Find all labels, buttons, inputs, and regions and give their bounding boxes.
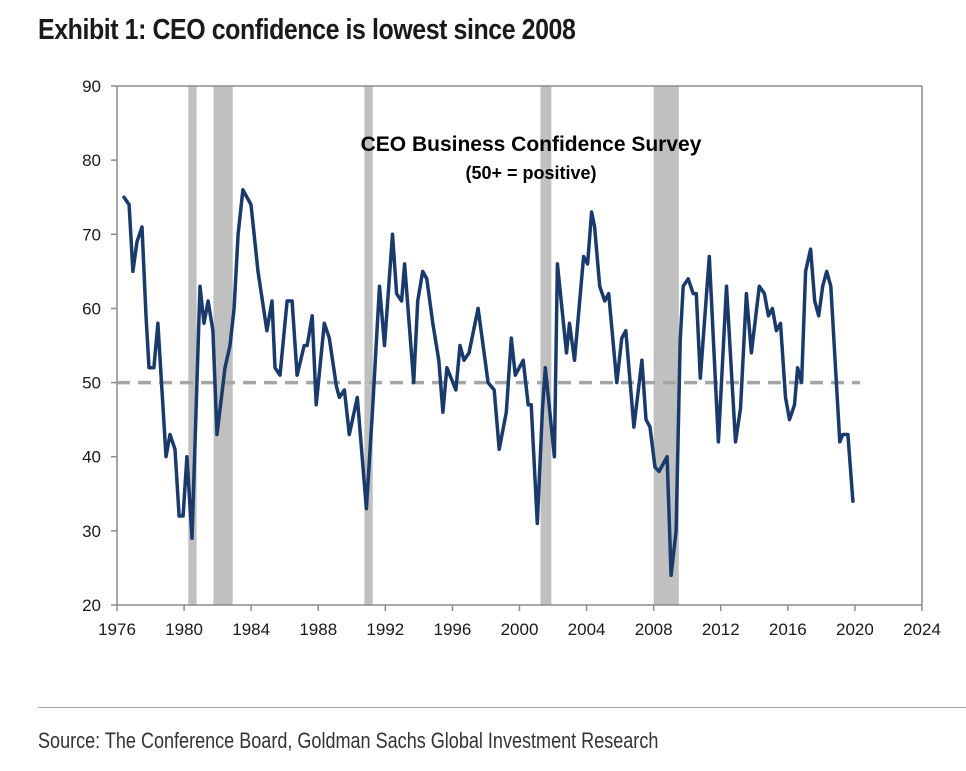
x-tick-label: 1992	[366, 620, 404, 639]
source-note: Source: The Conference Board, Goldman Sa…	[38, 728, 659, 753]
x-tick-label: 2020	[836, 620, 874, 639]
y-tick-label: 60	[82, 299, 101, 318]
y-tick-label: 90	[82, 77, 101, 96]
y-tick-label: 30	[82, 522, 101, 541]
recession-bands	[188, 86, 679, 605]
recession-band	[540, 86, 552, 605]
recession-band	[188, 86, 197, 605]
x-tick-label: 1980	[165, 620, 203, 639]
y-tick-label: 40	[82, 448, 101, 467]
y-tick-label: 70	[82, 225, 101, 244]
x-tick-label: 2004	[568, 620, 606, 639]
chart: CEO Business Confidence Survey (50+ = po…	[82, 77, 941, 639]
x-tick-label: 1988	[299, 620, 337, 639]
y-tick-label: 20	[82, 596, 101, 615]
chart-title: CEO Business Confidence Survey	[361, 133, 702, 156]
y-tick-label: 50	[82, 374, 101, 393]
x-tick-label: 2000	[501, 620, 539, 639]
y-tick-labels: 20 30 40 50 60 70 80 90	[82, 77, 101, 615]
recession-band	[213, 86, 233, 605]
series-line	[122, 188, 855, 578]
series-group	[122, 188, 855, 578]
exhibit-title: Exhibit 1: CEO confidence is lowest sinc…	[38, 14, 576, 46]
x-tick-label: 2024	[903, 620, 941, 639]
y-tick-label: 80	[82, 151, 101, 170]
x-tick-label: 2016	[769, 620, 807, 639]
x-tick-label: 1996	[434, 620, 472, 639]
x-tick-label: 2008	[635, 620, 673, 639]
recession-band	[364, 86, 373, 605]
axes	[111, 85, 923, 611]
x-tick-label: 1976	[98, 620, 136, 639]
footer-divider	[38, 707, 966, 708]
chart-subtitle: (50+ = positive)	[465, 163, 596, 183]
x-tick-label: 2012	[702, 620, 740, 639]
x-tick-label: 1984	[232, 620, 270, 639]
x-tick-labels: 1976 1980 1984 1988 1992 1996 2000 2004 2008 2012…	[98, 620, 941, 639]
